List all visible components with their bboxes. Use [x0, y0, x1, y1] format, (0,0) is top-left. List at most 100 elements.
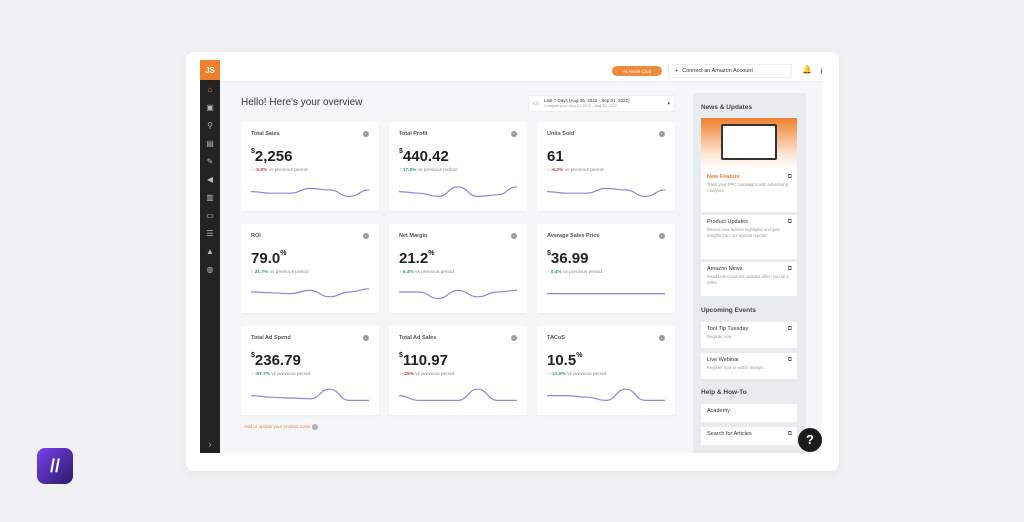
connect-amazon-button[interactable]: + Connect an Amazon Account — [668, 64, 792, 78]
help-item[interactable]: Academy — [701, 404, 797, 422]
metric-label: Total Ad Sales — [399, 335, 437, 341]
news-item-desc: Read how Amazons updates affect you as a… — [707, 274, 789, 285]
help-item[interactable]: Search for Articles ⧉ — [701, 427, 797, 445]
notification-bell-icon[interactable]: 🔔 — [802, 65, 812, 74]
news-item[interactable]: New Feature Track your PPC campaigns with… — [701, 170, 797, 212]
news-item[interactable]: Product Updates Review new feature highli… — [701, 215, 797, 259]
sparkline — [547, 388, 665, 402]
change-value: 0.4% — [550, 270, 562, 275]
brand-logo: // — [37, 448, 73, 484]
info-icon[interactable]: i — [363, 335, 369, 341]
ai-chat-button[interactable]: AI Assist Chat — [612, 66, 662, 76]
metric-label: Total Ad Spend — [251, 335, 291, 341]
inventory-icon[interactable]: ▤ — [206, 138, 214, 148]
metric-card: TACoS i 10.5% ↓ -12.9% vs previous perio… — [537, 326, 675, 415]
metric-card: Total Ad Spend i $236.79 ↓ -57.7% vs pre… — [241, 326, 379, 415]
arrow-down-icon: ↓ — [251, 372, 254, 377]
info-icon[interactable]: i — [511, 335, 517, 341]
product-costs-label: Add or update your product costs — [244, 424, 311, 429]
card-icon[interactable]: ▭ — [206, 210, 214, 220]
expand-sidebar-icon[interactable]: › — [208, 439, 212, 449]
info-icon[interactable]: i — [659, 131, 665, 137]
sparkline-path — [547, 388, 665, 402]
info-icon[interactable]: i — [659, 335, 665, 341]
change-value: -57.7% — [254, 372, 270, 377]
tools-icon[interactable]: ✎ — [206, 156, 214, 166]
external-link-icon: ⧉ — [787, 326, 792, 332]
event-item[interactable]: Live Webinar Register now or watch replay… — [701, 353, 797, 379]
arrow-down-icon: ↓ — [251, 168, 254, 173]
search-icon[interactable]: ⚲ — [207, 120, 213, 130]
metric-change: ↓ -12.9% vs previous period — [547, 372, 606, 377]
metric-suffix: % — [428, 250, 435, 257]
chevron-down-icon: ▾ — [667, 101, 670, 107]
metric-value: 79.0% — [251, 250, 286, 267]
metric-value: $440.42 — [399, 148, 449, 165]
help-item-title: Search for Articles — [707, 431, 752, 437]
change-note: vs previous period — [269, 270, 309, 275]
sparkline — [399, 388, 517, 401]
sparkline-path — [399, 289, 517, 300]
change-note: vs previous period — [415, 270, 454, 275]
change-note: vs previous period — [271, 372, 311, 377]
megaphone-icon[interactable]: ◀ — [206, 174, 214, 184]
metric-change: ↑ 17.3% vs previous period — [399, 168, 457, 173]
help-title: Help & How-To — [701, 389, 747, 396]
chart-icon[interactable]: ▥ — [206, 192, 214, 202]
home-icon[interactable]: ⌂ — [207, 84, 213, 94]
event-item[interactable]: Tool Tip Tuesday Register now ⧉ — [701, 322, 797, 348]
metric-number: 2,256 — [254, 148, 293, 165]
sparkline-path — [251, 187, 369, 198]
news-feature-image[interactable] — [701, 118, 797, 170]
rank-icon[interactable]: ☰ — [206, 228, 214, 238]
sparkline-path — [399, 186, 517, 198]
metric-value: $2,256 — [251, 148, 292, 165]
news-item-title: New Feature — [707, 174, 740, 180]
info-icon[interactable]: i — [511, 131, 517, 137]
app: JS ⌂ ▣ ⚲ ▤ ✎ ◀ ▥ ▭ ☰ ▲ ◍ › AI Assist Cha… — [200, 60, 822, 453]
app-logo[interactable]: JS — [200, 60, 220, 80]
arrow-up-icon: ↑ — [251, 270, 254, 275]
external-link-icon: ⧉ — [787, 357, 792, 363]
date-range-label: Last 7 Days (Aug 26, 2022 - Sep 01, 2022… — [544, 98, 630, 103]
change-note: vs previous period — [564, 168, 604, 173]
change-value: -12.9% — [550, 372, 566, 377]
sparkline — [547, 187, 665, 198]
sparkline — [547, 293, 665, 295]
user-avatar[interactable]: ● — [821, 65, 822, 77]
metric-prefix: $ — [399, 352, 403, 359]
date-range-selector[interactable]: ▭ Last 7 Days (Aug 26, 2022 - Sep 01, 20… — [528, 95, 675, 112]
news-item-title: Product Updates — [707, 219, 748, 225]
info-icon[interactable]: i — [511, 233, 517, 239]
news-item-desc: Review new feature highlights and gain i… — [707, 227, 780, 238]
sidebar: JS ⌂ ▣ ⚲ ▤ ✎ ◀ ▥ ▭ ☰ ▲ ◍ › — [200, 60, 220, 453]
info-icon[interactable]: i — [659, 233, 665, 239]
academy-icon[interactable]: ▲ — [206, 246, 214, 256]
news-item[interactable]: Amazon News Read how Amazons updates affe… — [701, 262, 797, 296]
product-costs-link[interactable]: Add or update your product costs? — [244, 424, 319, 430]
info-icon[interactable]: i — [363, 233, 369, 239]
globe-icon[interactable]: ◍ — [206, 264, 214, 274]
external-link-icon: ⧉ — [787, 266, 792, 272]
metric-number: 10.5 — [547, 352, 577, 369]
metric-card: ROI i 79.0% ↑ 21.7% vs previous period — [241, 224, 379, 313]
metric-number: 440.42 — [402, 148, 449, 165]
help-button[interactable]: ? — [798, 428, 822, 452]
external-link-icon: ⧉ — [787, 174, 792, 180]
metric-card: Units Sold i 61 ↓ -6.2% vs previous peri… — [537, 122, 675, 211]
event-desc: Register now or watch replays — [707, 365, 764, 370]
metric-label: Net Margin — [399, 233, 428, 239]
change-note: vs previous period — [415, 372, 455, 377]
metric-value: $110.97 — [399, 352, 448, 369]
calendar-icon: ▭ — [533, 101, 539, 107]
change-value: -5.8% — [254, 168, 268, 173]
metric-suffix: % — [576, 352, 583, 359]
change-value: 5.4% — [402, 270, 414, 275]
change-value: -6.2% — [550, 168, 564, 173]
change-note: vs previous period — [417, 168, 457, 173]
info-icon[interactable]: i — [363, 131, 369, 137]
external-link-icon: ⧉ — [787, 431, 792, 437]
metric-card: Total Profit i $440.42 ↑ 17.3% vs previo… — [389, 122, 527, 211]
product-icon[interactable]: ▣ — [206, 102, 214, 112]
change-value: 21.7% — [254, 270, 269, 275]
